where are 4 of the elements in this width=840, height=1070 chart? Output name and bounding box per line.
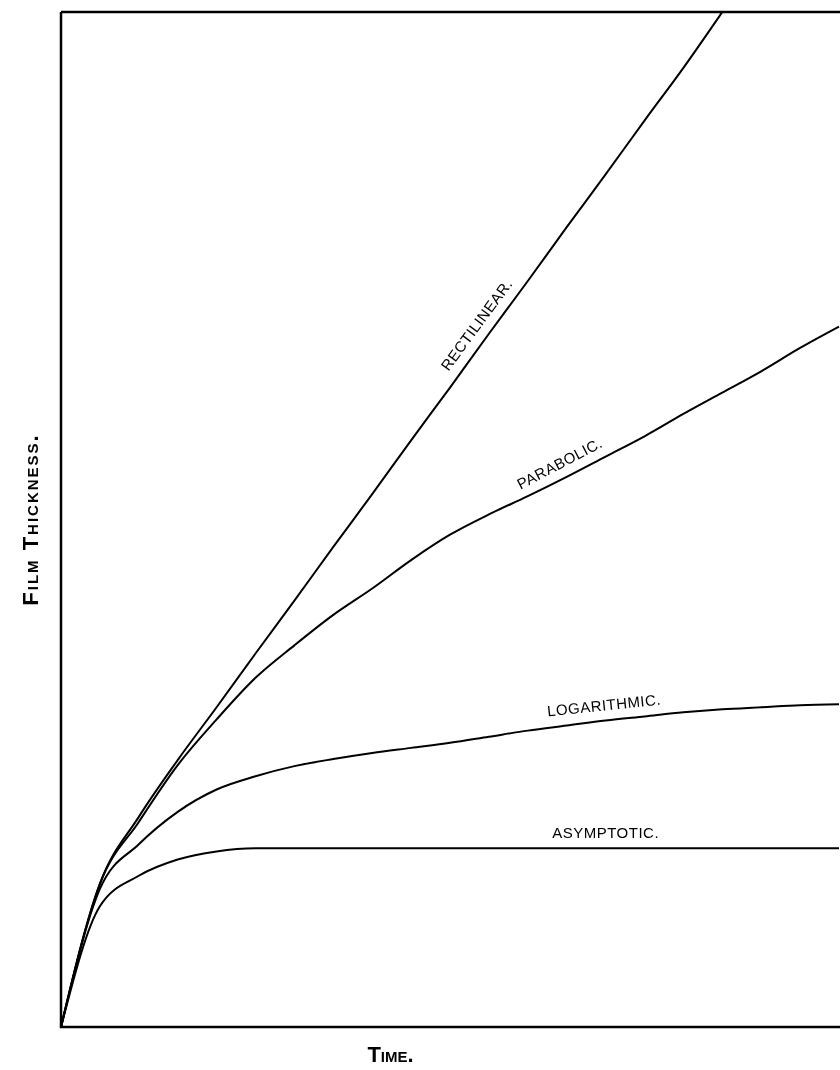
y-axis-title: Film Thickness. bbox=[18, 433, 43, 606]
text: LOGARITHMIC. bbox=[546, 690, 662, 720]
series-label: ASYMPTOTIC. bbox=[552, 824, 660, 842]
x-axis-title: Time. bbox=[367, 1042, 414, 1067]
